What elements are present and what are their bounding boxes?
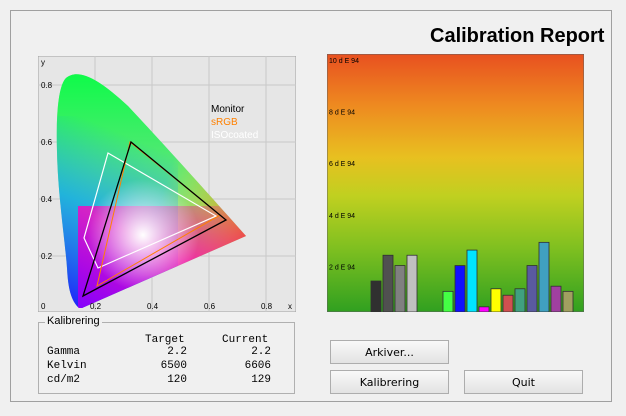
y-tick-label: 10 d E 94	[329, 58, 359, 65]
row-kelvin-current: 6606	[244, 360, 271, 372]
legend-srgb: sRGB	[211, 117, 238, 128]
row-kelvin-target: 6500	[160, 360, 187, 372]
x-axis-label: x	[288, 302, 292, 311]
delta-e-bar	[490, 288, 502, 312]
y-tick-label: 0.4	[41, 195, 53, 204]
row-luminance-target: 120	[167, 374, 187, 386]
delta-e-bar	[394, 265, 406, 312]
x-tick-label: 0.6	[204, 302, 216, 311]
calibration-group: Kalibrering	[38, 315, 295, 394]
y-tick-label: 6 d E 94	[329, 161, 355, 168]
row-gamma-label: Gamma	[47, 346, 81, 358]
y-tick-label: 2 d E 94	[329, 264, 355, 271]
page-title: Calibration Report	[430, 25, 605, 47]
y-tick-label: 0.8	[41, 81, 53, 90]
delta-e-chart: 10 d E 94 8 d E 94 6 d E 94 4 d E 94 2 d E 9…	[327, 54, 584, 312]
delta-e-bar	[538, 241, 550, 312]
y-axis-label: y	[41, 58, 45, 67]
delta-e-bar	[406, 254, 418, 312]
monitor-gamut	[81, 140, 228, 298]
delta-e-bar	[454, 265, 466, 312]
row-luminance-label: cd/m2	[47, 374, 81, 386]
calibrate-button[interactable]: Kalibrering	[330, 370, 449, 394]
header-target: Target	[145, 334, 185, 346]
x-tick-label: 0.2	[90, 302, 102, 311]
row-kelvin-label: Kelvin	[47, 360, 87, 372]
delta-e-bar	[502, 294, 514, 312]
delta-e-bar	[562, 290, 574, 312]
calibration-group-label: Kalibrering	[45, 315, 102, 327]
x-tick-label: 0.4	[147, 302, 159, 311]
row-gamma-current: 2.2	[251, 346, 271, 358]
isocoated-gamut	[83, 152, 218, 269]
x-tick-label: 0.8	[261, 302, 273, 311]
delta-e-bar	[466, 249, 478, 312]
delta-e-bar	[514, 288, 526, 312]
y-tick-label: 4 d E 94	[329, 213, 355, 220]
delta-e-bar	[478, 306, 490, 312]
quit-button[interactable]: Quit	[464, 370, 583, 394]
y-tick-label: 0	[41, 302, 46, 311]
y-tick-label: 8 d E 94	[329, 110, 355, 117]
y-tick-label: 0.2	[41, 252, 53, 261]
row-gamma-target: 2.2	[167, 346, 187, 358]
legend-isocoated: ISOcoated	[211, 130, 258, 141]
delta-e-bar	[442, 290, 454, 312]
delta-e-bar	[370, 280, 382, 312]
legend-monitor: Monitor	[211, 104, 245, 115]
archive-button[interactable]: Arkiver...	[330, 340, 449, 364]
delta-e-bar	[382, 254, 394, 312]
row-luminance-current: 129	[251, 374, 271, 386]
header-current: Current	[222, 334, 269, 346]
cie-diagram: y x 0.8 0.6 0.4 0.2 0 0.2 0.4 0.6 0.8 Mo…	[38, 56, 296, 312]
delta-e-bar	[550, 285, 562, 312]
y-tick-label: 0.6	[41, 138, 53, 147]
delta-e-bar	[526, 265, 538, 312]
